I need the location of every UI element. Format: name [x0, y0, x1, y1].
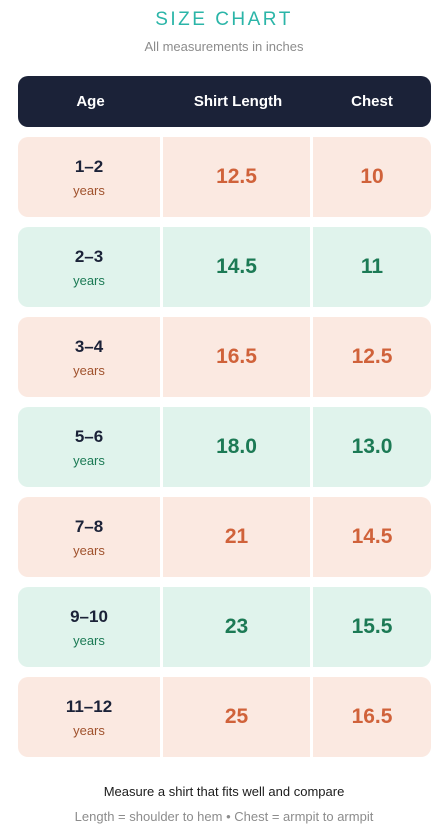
chest-cell: 12.5	[313, 317, 431, 397]
table-row: 11–12 years 25 16.5	[18, 677, 431, 757]
age-cell: 1–2 years	[18, 137, 160, 217]
age-cell: 3–4 years	[18, 317, 160, 397]
table-header: Age Shirt Length Chest	[18, 76, 431, 127]
age-unit: years	[73, 722, 105, 738]
chest: 10	[360, 165, 384, 188]
column-header: Shirt Length	[193, 93, 283, 110]
age-range: 5–6	[74, 426, 104, 446]
age-cell: 2–3 years	[18, 227, 160, 307]
shirt-length: 21	[224, 525, 249, 548]
shirt-length: 25	[224, 705, 249, 728]
age-range: 11–12	[65, 696, 113, 716]
age-range: 7–8	[74, 516, 104, 536]
chest-cell: 14.5	[313, 497, 431, 577]
title: SIZE CHART	[155, 9, 293, 30]
age-unit: years	[73, 362, 105, 378]
table-row: 9–10 years 23 15.5	[18, 587, 431, 667]
shirt-length: 14.5	[216, 255, 257, 278]
length-cell: 12.5	[163, 137, 310, 217]
chest: 16.5	[351, 705, 393, 728]
table-row: 3–4 years 16.5 12.5	[18, 317, 431, 397]
chest: 15.5	[351, 615, 393, 638]
length-cell: 21	[163, 497, 310, 577]
chest-cell: 15.5	[313, 587, 431, 667]
footer-legend: Length = shoulder to hem • Chest = armpi…	[74, 809, 374, 824]
age-cell: 7–8 years	[18, 497, 160, 577]
table-row: 1–2 years 12.5 10	[18, 137, 431, 217]
chest-cell: 11	[313, 227, 431, 307]
chest: 11	[360, 255, 384, 278]
shirt-length: 18.0	[216, 435, 257, 458]
chest-cell: 13.0	[313, 407, 431, 487]
length-cell: 23	[163, 587, 310, 667]
length-cell: 18.0	[163, 407, 310, 487]
age-range: 3–4	[74, 336, 104, 356]
age-range: 2–3	[74, 246, 104, 266]
chest-cell: 10	[313, 137, 431, 217]
shirt-length: 12.5	[216, 165, 257, 188]
age-cell: 5–6 years	[18, 407, 160, 487]
chest-cell: 16.5	[313, 677, 431, 757]
column-header: Age	[76, 93, 105, 110]
age-unit: years	[73, 632, 105, 648]
age-unit: years	[73, 452, 105, 468]
age-unit: years	[73, 272, 105, 288]
length-cell: 16.5	[163, 317, 310, 397]
shirt-length: 23	[224, 615, 249, 638]
age-cell: 9–10 years	[18, 587, 160, 667]
table-row: 2–3 years 14.5 11	[18, 227, 431, 307]
age-range: 9–10	[70, 606, 108, 626]
length-cell: 14.5	[163, 227, 310, 307]
subtitle: All measurements in inches	[144, 39, 304, 54]
age-cell: 11–12 years	[18, 677, 160, 757]
chest: 12.5	[351, 345, 393, 368]
table-row: 7–8 years 21 14.5	[18, 497, 431, 577]
shirt-length: 16.5	[216, 345, 257, 368]
column-header: Chest	[351, 93, 393, 110]
age-range: 1–2	[74, 156, 104, 176]
age-unit: years	[73, 542, 105, 558]
footer-note: Measure a shirt that fits well and compa…	[103, 784, 345, 799]
age-unit: years	[73, 182, 105, 198]
chest: 14.5	[351, 525, 393, 548]
length-cell: 25	[163, 677, 310, 757]
chest: 13.0	[351, 435, 393, 458]
table-row: 5–6 years 18.0 13.0	[18, 407, 431, 487]
